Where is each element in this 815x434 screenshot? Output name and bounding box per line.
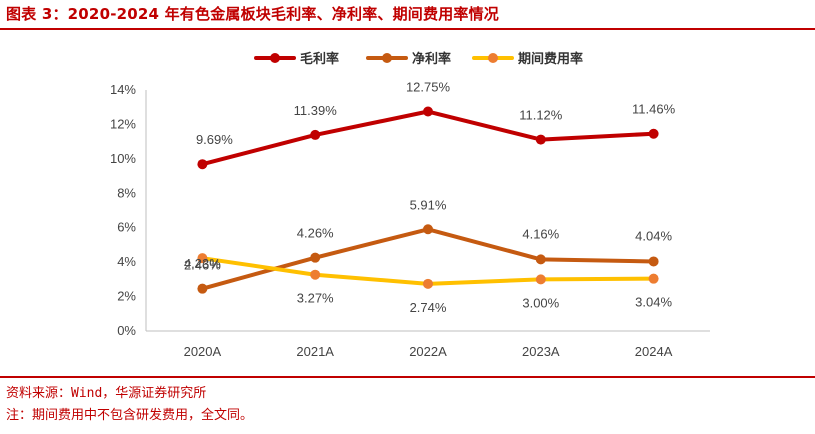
- data-label: 3.04%: [635, 295, 672, 310]
- series-lines: [197, 106, 659, 294]
- y-tick-label: 8%: [117, 185, 136, 200]
- title-divider: [0, 28, 815, 30]
- data-point: [648, 273, 659, 284]
- data-point: [423, 224, 433, 235]
- data-label: 3.27%: [297, 291, 334, 306]
- source-note: 资料来源：Wind，华源证券研究所: [6, 386, 207, 401]
- x-tick-label: 2020A: [184, 344, 222, 359]
- x-tick-label: 2023A: [522, 344, 560, 359]
- chart-title: 图表 3：2020-2024 年有色金属板块毛利率、净利率、期间费用率情况: [6, 5, 500, 23]
- y-axis: 0% 2% 4% 6% 8% 10% 12% 14%: [110, 82, 147, 338]
- data-label: 4.26%: [297, 226, 334, 241]
- data-label: 4.16%: [522, 226, 559, 241]
- x-tick-label: 2024A: [635, 344, 673, 359]
- data-label: 12.75%: [406, 80, 451, 95]
- data-label: 11.12%: [519, 108, 563, 123]
- data-point: [423, 278, 433, 289]
- legend: 毛利率 净利率 期间费用率: [254, 51, 583, 67]
- x-axis: 2020A 2021A 2022A 2023A 2024A: [146, 330, 710, 359]
- data-point: [648, 128, 659, 139]
- data-label: 9.69%: [196, 132, 233, 147]
- data-point: [648, 256, 659, 267]
- data-label: 4.04%: [635, 228, 672, 243]
- line-chart: 毛利率 净利率 期间费用率 0%2%4%6%8%10%12%14% 2020A 202…: [110, 51, 710, 359]
- y-tick-label: 2%: [117, 289, 136, 304]
- y-tick-label: 6%: [117, 220, 136, 235]
- data-label: 2.46%: [184, 258, 221, 273]
- data-point: [310, 252, 321, 263]
- y-tick-label: 12%: [110, 116, 136, 131]
- legend-label: 净利率: [412, 51, 451, 67]
- legend-swatch-marker: [270, 53, 280, 63]
- data-point: [197, 253, 208, 264]
- y-tick-label: 0%: [117, 323, 136, 338]
- y-tick-label: 14%: [110, 82, 136, 97]
- data-point: [535, 254, 546, 265]
- data-label: 2.74%: [410, 300, 447, 315]
- x-tick-label: 2021A: [296, 344, 334, 359]
- series-line-1: [200, 109, 656, 167]
- y-tick-label: 4%: [117, 254, 136, 269]
- data-label: 3.00%: [522, 295, 559, 310]
- data-point: [310, 269, 321, 280]
- x-tick-label: 2022A: [409, 344, 447, 359]
- legend-swatch-marker: [382, 53, 392, 63]
- data-label: 5.91%: [410, 197, 447, 212]
- footnote: 注：期间费用中不包含研发费用，全文同。: [6, 408, 254, 423]
- y-tick-label: 10%: [110, 151, 136, 166]
- data-point: [535, 134, 546, 145]
- footer-divider: [0, 376, 815, 378]
- data-label: 11.46%: [632, 102, 676, 117]
- data-label: 11.39%: [294, 103, 338, 118]
- data-point: [423, 106, 433, 117]
- data-labels: 9.69% 11.39% 12.75% 11.12% 11.46% 2.46% 4.26% 5…: [184, 80, 676, 315]
- legend-swatch-marker: [488, 53, 498, 63]
- legend-label: 期间费用率: [518, 51, 583, 67]
- data-label: 4.23%: [184, 256, 221, 271]
- legend-label: 毛利率: [300, 51, 339, 67]
- data-point: [197, 283, 208, 294]
- data-point: [197, 159, 208, 170]
- data-point: [535, 274, 546, 285]
- data-point: [310, 129, 321, 140]
